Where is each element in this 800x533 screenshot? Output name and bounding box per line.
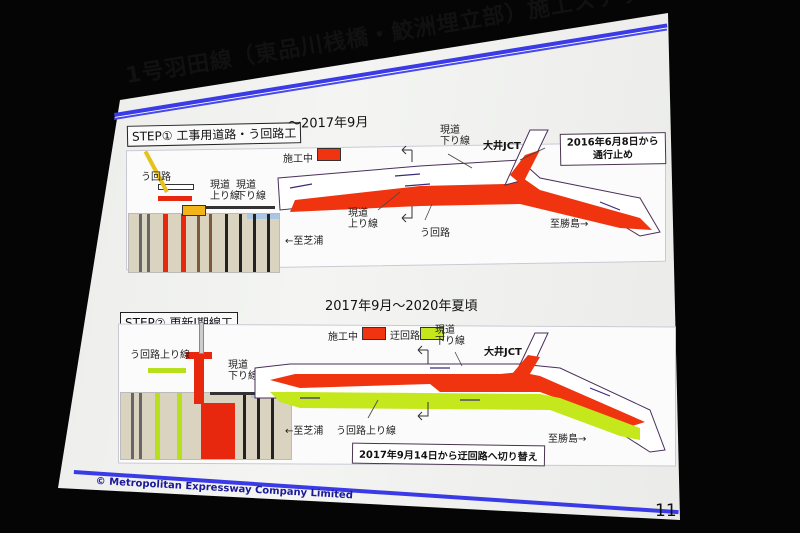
plan-label-detour: う回路 — [420, 228, 450, 239]
detour-deck — [158, 196, 192, 201]
current-deck — [205, 206, 275, 209]
plan-label-detour-up: う回路上り線 — [336, 426, 396, 437]
legend-swatch-under-construction — [362, 327, 386, 340]
step1-cross-section — [128, 213, 280, 273]
pier — [257, 393, 260, 459]
new-pier-column — [194, 354, 204, 404]
section-label-current-down: 現道 下り線 — [228, 360, 258, 382]
page-number: 11 — [655, 501, 677, 521]
step2-cross-section — [120, 392, 292, 460]
legend-under-construction-label: 施工中 — [283, 154, 313, 165]
detour-deck-rail — [158, 184, 194, 190]
plan-label-current-down: 現道 下り線 — [440, 125, 470, 147]
section-label-detour-up: う回路上り線 — [130, 350, 190, 361]
pier — [131, 393, 134, 459]
legend-detour-label: 迂回路 — [390, 331, 420, 342]
plan-label-to-katsushima: 至勝島→ — [548, 434, 587, 445]
detour-pier — [163, 214, 168, 272]
plan-label-current-down: 現道 下り線 — [435, 325, 465, 347]
step2-period: 2017年9月～2020年夏頃 — [325, 299, 478, 314]
water-surface — [247, 214, 279, 219]
detour-up-pier — [155, 393, 160, 459]
pier — [267, 214, 270, 272]
new-pier-cap — [186, 352, 212, 359]
new-pier-foundation — [201, 403, 235, 459]
crane-mast — [199, 322, 204, 354]
pier — [147, 214, 150, 272]
plan-label-junction: 大井JCT — [483, 141, 521, 152]
legend-swatch-under-construction — [317, 148, 341, 161]
plan-label-to-shibaura: ←至芝浦 — [285, 236, 324, 247]
plan-label-current-up: 現道 上り線 — [348, 208, 378, 230]
crane-vehicle — [182, 205, 206, 216]
legend-swatch-detour — [420, 327, 444, 340]
plan-label-to-katsushima: 至勝島→ — [550, 219, 589, 230]
pier — [225, 214, 228, 272]
section-label-detour: う回路 — [141, 172, 171, 183]
detour-up-pier — [177, 393, 182, 459]
step2-switch-note: 2017年9月14日から迂回路へ切り替え — [351, 442, 545, 467]
section-label-current-up: 現道 上り線 — [210, 180, 240, 202]
pier — [271, 393, 274, 459]
pier — [197, 214, 200, 272]
plan-label-to-shibaura: ←至芝浦 — [285, 426, 324, 437]
pier — [243, 393, 246, 459]
pier — [253, 214, 256, 272]
legend-under-construction-label: 施工中 — [328, 332, 358, 343]
pier — [239, 214, 242, 272]
pier — [139, 214, 142, 272]
pier — [139, 393, 142, 459]
current-deck — [210, 392, 286, 395]
plan-label-junction: 大井JCT — [484, 347, 522, 358]
detour-pier — [181, 214, 186, 272]
detour-up-deck — [148, 368, 186, 373]
pier — [209, 214, 212, 272]
section-label-current-down: 現道 下り線 — [236, 180, 266, 202]
